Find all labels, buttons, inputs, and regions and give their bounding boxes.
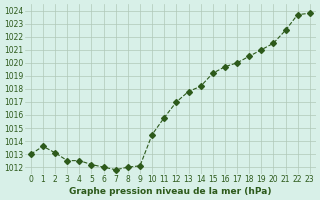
X-axis label: Graphe pression niveau de la mer (hPa): Graphe pression niveau de la mer (hPa) xyxy=(69,187,272,196)
